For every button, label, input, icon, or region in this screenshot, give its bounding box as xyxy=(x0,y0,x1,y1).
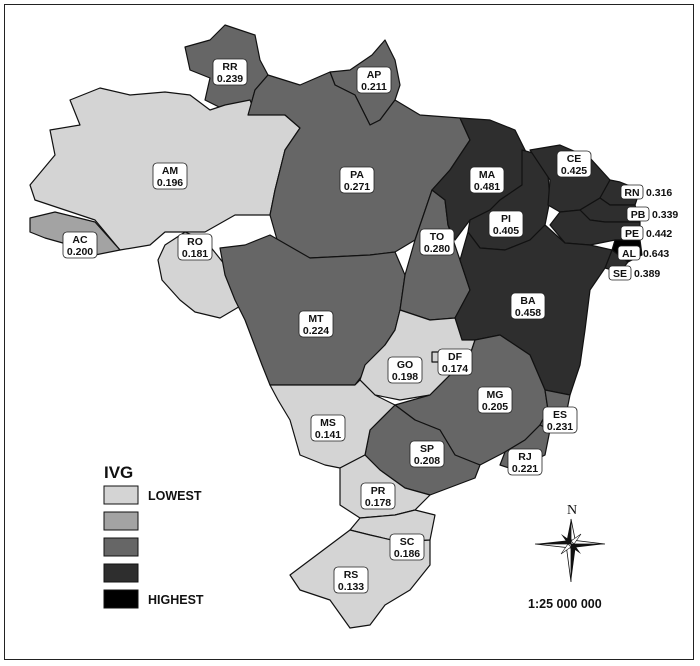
state-label-mg: MG0.205 xyxy=(477,386,513,414)
state-label-ap: AP0.211 xyxy=(356,66,392,94)
legend-title: IVG xyxy=(104,463,133,482)
state-label-sp: SP0.208 xyxy=(409,440,445,468)
state-code: PI xyxy=(501,213,511,225)
state-value: 0.280 xyxy=(424,243,450,255)
state-code: PE xyxy=(625,228,639,240)
state-label-ro: RO0.181 xyxy=(177,233,213,261)
state-value: 0.425 xyxy=(561,165,587,177)
state-value: 0.211 xyxy=(361,81,387,93)
state-value: 0.231 xyxy=(547,421,573,433)
state-code: PB xyxy=(631,209,646,221)
state-value: 0.389 xyxy=(634,268,660,280)
state-value: 0.186 xyxy=(394,548,420,560)
state-value: 0.174 xyxy=(442,363,468,375)
state-value: 0.339 xyxy=(652,209,678,221)
legend-swatch xyxy=(103,511,139,531)
state-code: SC xyxy=(400,536,415,548)
state-value: 0.221 xyxy=(512,463,538,475)
state-code: AP xyxy=(367,69,382,81)
state-label-pa: PA0.271 xyxy=(339,166,375,194)
state-label-es: ES0.231 xyxy=(542,406,578,434)
legend-swatch xyxy=(103,537,139,557)
state-code: DF xyxy=(448,351,463,363)
legend-label: HIGHEST xyxy=(148,593,204,607)
state-value: 0.239 xyxy=(217,73,243,85)
state-code: RJ xyxy=(518,451,532,463)
state-code: RN xyxy=(624,187,639,199)
state-label-go: GO0.198 xyxy=(387,356,423,384)
state-value: 0.200 xyxy=(67,246,93,258)
state-code: CE xyxy=(567,153,582,165)
state-value: 0.458 xyxy=(515,307,541,319)
state-label-ba: BA0.458 xyxy=(510,292,546,320)
state-value: 0.181 xyxy=(182,248,208,260)
state-code: SE xyxy=(613,268,627,280)
state-label-sc: SC0.186 xyxy=(389,533,425,561)
state-label-pb: PB 0.339 xyxy=(626,206,678,222)
state-label-mt: MT0.224 xyxy=(298,310,334,338)
state-code: PR xyxy=(371,485,386,497)
state-value: 0.196 xyxy=(157,177,183,189)
state-code: GO xyxy=(397,359,413,371)
state-value: 0.133 xyxy=(338,581,364,593)
state-label-rs: RS0.133 xyxy=(333,566,369,594)
state-value: 0.198 xyxy=(392,371,418,383)
state-code: MT xyxy=(308,313,324,325)
state-code: MS xyxy=(320,417,336,429)
state-code: MA xyxy=(479,169,496,181)
state-label-am: AM0.196 xyxy=(152,162,188,190)
north-label: N xyxy=(567,503,577,518)
state-code: ES xyxy=(553,409,567,421)
state-code: RR xyxy=(222,61,238,73)
state-value: 0.205 xyxy=(482,401,508,413)
legend-label: LOWEST xyxy=(148,489,202,503)
state-label-se: SE 0.389 xyxy=(608,265,660,281)
state-value: 0.643 xyxy=(643,248,669,260)
state-value: 0.224 xyxy=(303,325,329,337)
state-value: 0.208 xyxy=(414,455,440,467)
state-code: PA xyxy=(350,169,364,181)
state-label-ms: MS0.141 xyxy=(310,414,346,442)
legend-swatch xyxy=(103,563,139,583)
state-label-to: TO0.280 xyxy=(419,228,455,256)
state-labels-layer: RR0.239 AP0.211AM0.196AC0.200RO0.181PA0.2… xyxy=(62,58,678,594)
state-value: 0.141 xyxy=(315,429,341,441)
north-arrow-icon: N xyxy=(534,503,606,583)
state-code: RS xyxy=(344,569,359,581)
state-value: 0.271 xyxy=(344,181,370,193)
state-label-pr: PR0.178 xyxy=(360,482,396,510)
state-code: AL xyxy=(622,248,637,260)
state-value: 0.178 xyxy=(365,497,391,509)
state-label-rj: RJ0.221 xyxy=(507,448,543,476)
legend: IVG LOWEST HIGHEST xyxy=(103,463,204,609)
state-value: 0.481 xyxy=(474,181,500,193)
state-code: SP xyxy=(420,443,434,455)
state-label-pi: PI0.405 xyxy=(488,210,524,238)
state-label-rr: RR0.239 xyxy=(212,58,248,86)
state-value: 0.316 xyxy=(646,187,672,199)
state-code: AM xyxy=(162,165,179,177)
state-label-df: DF0.174 xyxy=(437,348,473,376)
state-value: 0.442 xyxy=(646,228,672,240)
state-code: TO xyxy=(430,231,444,243)
state-label-ma: MA0.481 xyxy=(469,166,505,194)
state-code: MG xyxy=(487,389,504,401)
legend-swatch xyxy=(103,485,139,505)
legend-items: LOWEST HIGHEST xyxy=(103,485,204,609)
state-code: BA xyxy=(520,295,536,307)
state-label-rn: RN 0.316 xyxy=(620,184,672,200)
state-code: AC xyxy=(72,234,88,246)
state-label-ce: CE0.425 xyxy=(556,150,592,178)
state-label-ac: AC0.200 xyxy=(62,231,98,259)
legend-swatch xyxy=(103,589,139,609)
scale-text: 1:25 000 000 xyxy=(528,597,602,611)
state-code: RO xyxy=(187,236,203,248)
state-value: 0.405 xyxy=(493,225,519,237)
state-label-pe: PE 0.442 xyxy=(620,225,672,241)
state-label-al: AL 0.643 xyxy=(617,245,669,261)
